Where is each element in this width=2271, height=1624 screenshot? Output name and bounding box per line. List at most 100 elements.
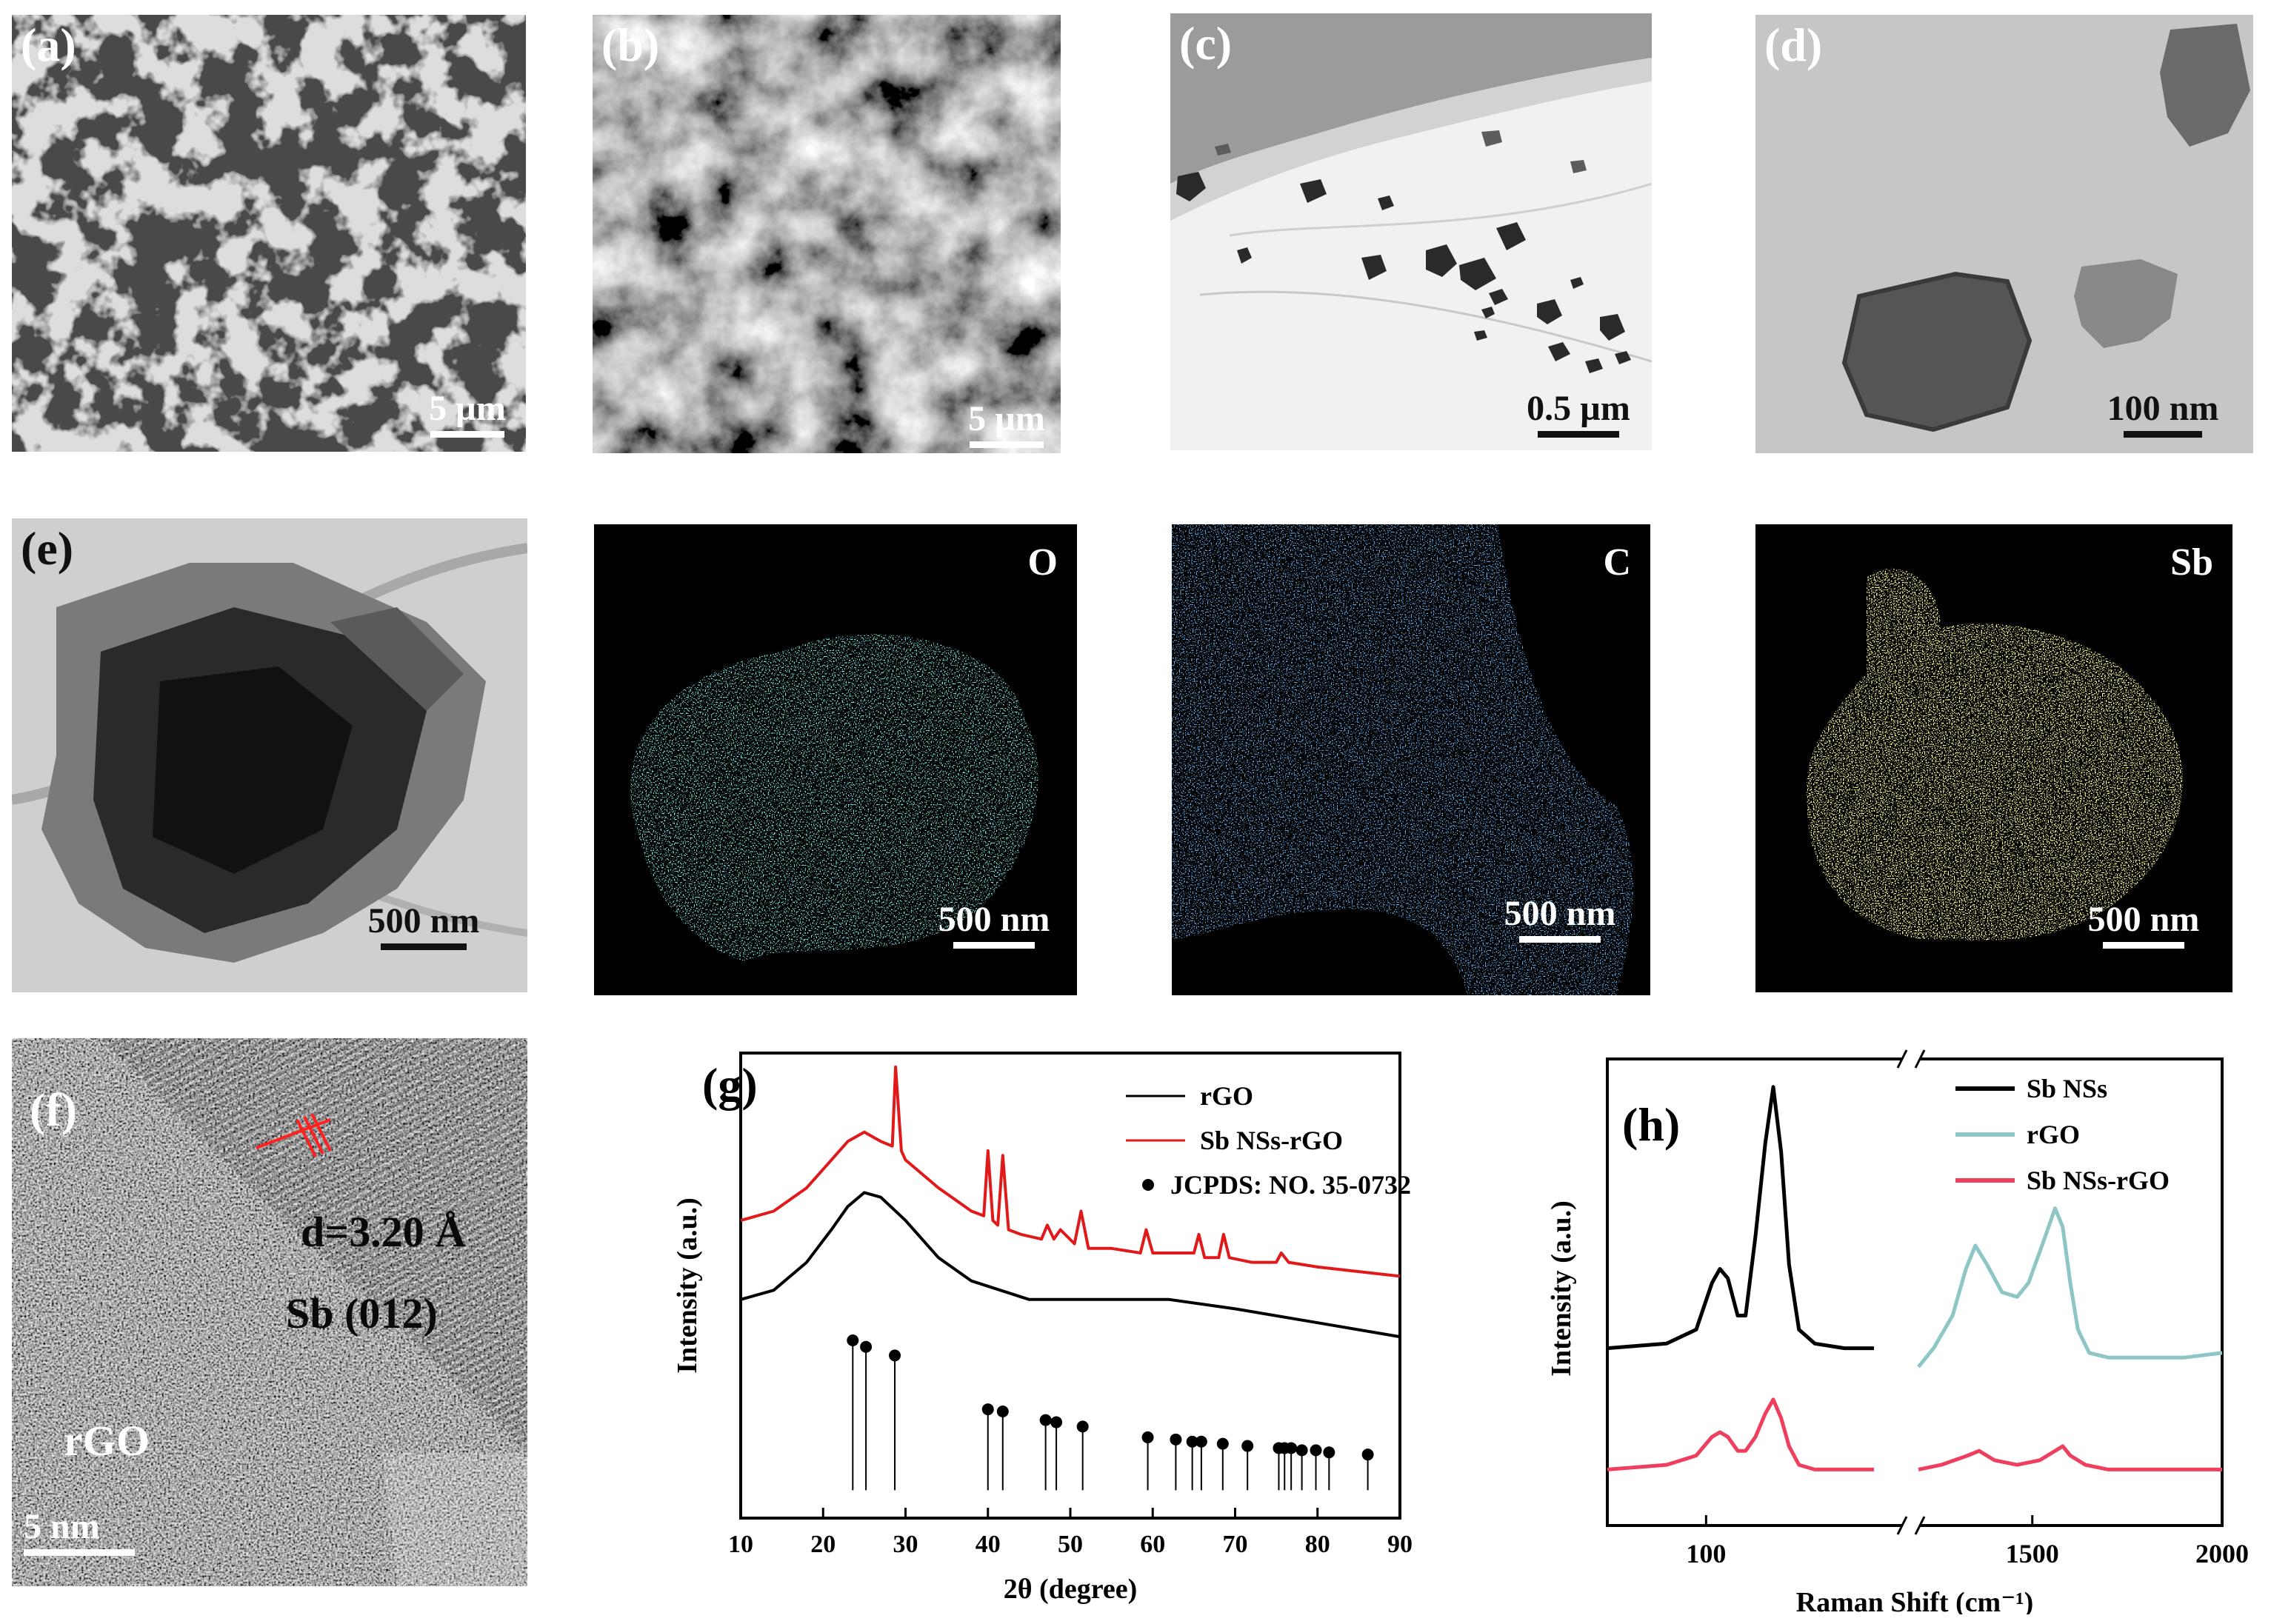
x-tick-label-3: 40: [976, 1531, 1001, 1558]
reference-peak-marker-6: [1050, 1416, 1063, 1428]
panel-label-b: (b): [601, 19, 660, 71]
tem-image-e: [12, 518, 527, 992]
reference-peak-marker-5: [1039, 1414, 1052, 1426]
reference-peak-marker-18: [1310, 1444, 1322, 1457]
panel-label-a: (a): [21, 19, 76, 71]
panel-label-d: (d): [1764, 19, 1823, 71]
x-tick-label-1: 1500: [2006, 1539, 2059, 1568]
tem-image-c: [1170, 13, 1652, 450]
x-tick-label-2: 30: [893, 1531, 918, 1558]
element-label-c: C: [1603, 541, 1631, 584]
scale-bar-map-sb: 500 nm: [2070, 902, 2218, 949]
x-tick-label-2: 2000: [2195, 1539, 2249, 1568]
eds-map-carbon: C 500 nm: [1172, 524, 1650, 995]
panel-f-hrtem-image: (f) d=3.20 Å Sb (012) rGO 5 nm: [12, 1038, 527, 1586]
legend-label-1: rGO: [2027, 1120, 2080, 1149]
scale-bar-a: 5 µm: [427, 391, 508, 438]
scale-bar-b-text: 5 µm: [968, 399, 1045, 438]
plot-frame: [1606, 1057, 2224, 1527]
panel-label-e: (e): [21, 522, 74, 575]
x-tick-label-5: 60: [1140, 1531, 1165, 1558]
hrtem-image-f: [12, 1038, 527, 1586]
scale-bar-map-o: 500 nm: [920, 902, 1068, 949]
reference-peak-marker-16: [1285, 1442, 1298, 1454]
series-line-sb-nss-rgo-3: [1918, 1444, 2222, 1471]
axis-break-mark-0b: [1914, 1049, 1926, 1069]
scale-bar-map-c: 500 nm: [1486, 896, 1634, 943]
axis-break-mark-1a: [1896, 1516, 1908, 1535]
scale-bar-e: 500 nm: [350, 903, 498, 950]
reference-peak-marker-17: [1295, 1444, 1308, 1457]
reference-peak-marker-2: [889, 1349, 901, 1362]
eds-dots-oxygen: [594, 524, 1077, 995]
sem-image-a: [12, 15, 526, 452]
legend-label-0: Sb NSs: [2027, 1074, 2107, 1103]
eds-map-oxygen: O 500 nm: [594, 524, 1077, 995]
panel-label-c: (c): [1179, 17, 1233, 70]
legend-marker-jcpds: [1142, 1179, 1154, 1191]
series-line-rgo: [740, 1191, 1401, 1339]
x-tick-label-8: 90: [1387, 1531, 1413, 1558]
reference-peak-marker-8: [1141, 1431, 1154, 1443]
d-spacing-label: d=3.20 Å: [301, 1208, 467, 1256]
reference-peak-marker-3: [981, 1403, 994, 1416]
reference-peak-marker-1: [860, 1340, 873, 1353]
sem-image-b: [593, 15, 1061, 453]
x-axis-label: 2θ (degree): [1004, 1574, 1138, 1605]
series-line-sb-nss-rgo: [740, 1065, 1401, 1278]
scale-bar-map-o-text: 500 nm: [938, 900, 1050, 939]
axis-break-mark-1b: [1914, 1516, 1926, 1535]
scale-bar-d: 100 nm: [2089, 391, 2237, 438]
panel-c-tem-image: (c) 0.5 µm: [1170, 13, 1652, 450]
x-axis-label: Raman Shift (cm⁻¹): [1796, 1587, 2034, 1614]
reference-peak-marker-9: [1170, 1433, 1182, 1446]
eds-map-antimony: Sb 500 nm: [1755, 524, 2232, 992]
panel-h-raman-chart: 100 1500 2000 Raman Shift (cm⁻¹) Intensity (…: [1541, 1037, 2252, 1614]
x-tick-label-0: 100: [1686, 1539, 1726, 1568]
series-line-sb-nss-0: [1607, 1085, 1874, 1351]
raman-chart-svg: 100 1500 2000 Raman Shift (cm⁻¹) Intensity (…: [1546, 1049, 2249, 1614]
reference-peak-marker-0: [847, 1334, 859, 1346]
panel-g-xrd-chart: 10 20 30 40 50 60 70 80 90 2θ (degree) Intensity (…: [652, 1037, 1437, 1614]
element-label-sb: Sb: [2170, 541, 2213, 584]
legend-label-2: Sb NSs-rGO: [2027, 1166, 2170, 1195]
panel-label-h: (h): [1622, 1098, 1680, 1151]
xrd-chart-svg: 10 20 30 40 50 60 70 80 90 2θ (degree) Intensity (…: [672, 1052, 1413, 1605]
scale-bar-b: 5 µm: [966, 401, 1047, 448]
axis-break-mark-0a: [1896, 1049, 1908, 1069]
legend-label-sb-nss-rgo: Sb NSs-rGO: [1200, 1126, 1343, 1155]
reference-peak-marker-19: [1323, 1446, 1335, 1459]
x-tick-label-4: 50: [1058, 1531, 1083, 1558]
element-label-o: O: [1027, 541, 1058, 584]
panel-label-f: (f): [30, 1083, 77, 1136]
eds-dots-carbon: [1172, 524, 1650, 995]
legend-label-rgo: rGO: [1200, 1081, 1253, 1111]
panel-label-g: (g): [702, 1058, 758, 1111]
series-line-sb-nss-rgo-2: [1607, 1397, 1874, 1471]
eds-dots-antimony: [1755, 524, 2232, 992]
scale-bar-a-text: 5 µm: [429, 389, 506, 428]
y-axis-label: Intensity (a.u.): [672, 1197, 703, 1374]
reference-peak-marker-10: [1186, 1435, 1198, 1448]
scale-bar-map-sb-text: 500 nm: [2087, 900, 2200, 939]
y-axis-label: Intensity (a.u.): [1546, 1200, 1577, 1377]
panel-a-sem-image: (a) 5 µm: [12, 15, 526, 452]
reference-peak-marker-20: [1361, 1448, 1374, 1461]
panel-b-sem-image: (b) 5 µm: [593, 15, 1061, 453]
tem-image-d: [1755, 15, 2253, 453]
reference-peak-marker-12: [1216, 1437, 1229, 1450]
x-tick-label-7: 80: [1305, 1531, 1330, 1558]
crystal-plane-label: Sb (012): [286, 1289, 438, 1337]
reference-peak-marker-11: [1195, 1435, 1207, 1448]
reference-peak-marker-4: [996, 1406, 1009, 1417]
legend-label-jcpds: JCPDS: NO. 35-0732: [1170, 1170, 1411, 1200]
reference-peak-marker-7: [1076, 1420, 1089, 1433]
reference-peak-marker-13: [1241, 1440, 1254, 1452]
scale-bar-d-text: 100 nm: [2107, 389, 2219, 428]
scale-bar-c-text: 0.5 µm: [1527, 389, 1630, 428]
scale-bar-map-c-text: 500 nm: [1504, 894, 1616, 933]
x-tick-label-1: 20: [810, 1531, 836, 1558]
panel-d-tem-image: (d) 100 nm: [1755, 15, 2253, 453]
series-line-rgo-1: [1917, 1206, 2223, 1369]
x-tick-label-0: 10: [728, 1531, 753, 1558]
